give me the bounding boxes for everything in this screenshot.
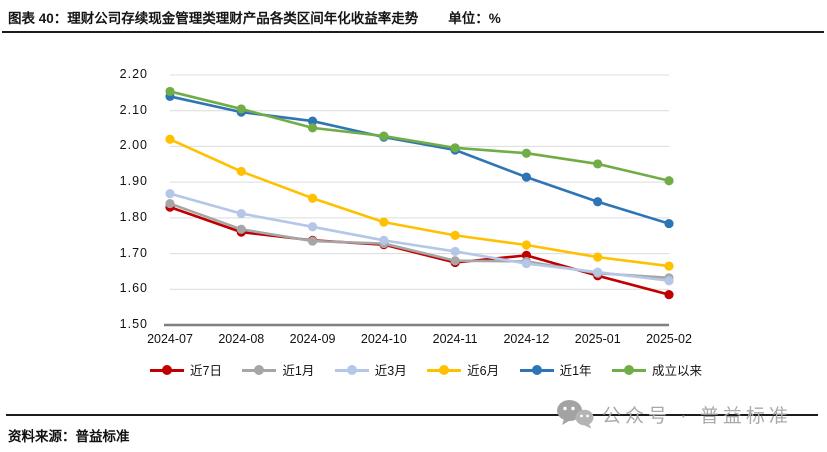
data-point-近6月-2024-11: [450, 230, 460, 240]
data-point-近3月-2024-07: [165, 188, 175, 199]
legend-label: 近1月: [282, 364, 315, 378]
x-tick-label: 2024-07: [147, 332, 193, 346]
legend-item-近3月: 近3月: [334, 360, 407, 379]
x-tick-label: 2024-11: [432, 332, 478, 346]
title-row: 图表 40：理财公司存续现金管理类理财产品各类区间年化收益率走势 单位：%: [8, 7, 501, 27]
series-line-近7日: [168, 205, 671, 296]
data-point-成立以来-2025-01: [593, 159, 603, 169]
data-point-成立以来-2024-09: [307, 123, 318, 133]
y-tick-label: 2.10: [119, 102, 148, 117]
data-point-近1年-2025-02: [664, 218, 674, 229]
data-point-近7日-2024-11: [450, 257, 460, 268]
data-point-近1月-2024-12: [521, 256, 532, 267]
watermark-text: 公众号 · 普益标准: [602, 405, 792, 427]
legend-item-近7日: 近7日: [150, 360, 222, 379]
legend-item-近1年: 近1年: [519, 360, 592, 379]
data-point-近1年-2024-12: [521, 172, 532, 182]
page-title: 图表 40：理财公司存续现金管理类理财产品各类区间年化收益率走势: [8, 11, 419, 26]
legend-label: 近7日: [190, 364, 222, 378]
data-point-近6月-2024-07: [165, 134, 175, 144]
y-tick-label: 2.00: [119, 138, 148, 153]
legend-marker-icon: [611, 364, 646, 375]
data-point-近3月-2024-10: [379, 235, 389, 245]
legend-label: 近6月: [467, 364, 500, 378]
data-point-近7日-2024-12: [521, 250, 532, 260]
data-point-近1月-2024-08: [236, 224, 246, 234]
unit-label: 单位：%: [448, 11, 501, 26]
data-point-成立以来-2024-10: [379, 131, 389, 141]
chart-legend: 近7日 近1月 近3月 近6月 近1年 成立以来: [150, 360, 702, 379]
data-point-近7日-2025-01: [593, 271, 603, 281]
y-tick-label: 1.50: [119, 317, 148, 331]
data-point-近1月-2024-09: [307, 236, 318, 246]
data-point-近1年-2024-09: [307, 116, 318, 126]
title-divider: [2, 31, 824, 33]
data-point-近3月-2024-12: [521, 258, 532, 269]
data-point-成立以来-2024-08: [236, 104, 246, 114]
data-point-近1年-2024-10: [379, 132, 389, 142]
data-point-近3月-2025-02: [664, 276, 674, 286]
data-point-近1月-2025-01: [593, 268, 603, 278]
data-point-近7日-2024-10: [379, 240, 389, 250]
data-point-近1月-2024-10: [379, 238, 389, 249]
source-label: 资料来源：普益标准: [8, 429, 130, 444]
legend-marker-icon: [242, 364, 277, 375]
data-point-成立以来-2024-12: [521, 148, 532, 158]
x-tick-label: 2024-09: [289, 332, 336, 346]
x-tick-label: 2025-02: [646, 332, 692, 346]
legend-item-近1月: 近1月: [242, 360, 314, 379]
y-tick-label: 2.20: [119, 67, 148, 81]
legend-marker-icon: [334, 364, 369, 375]
legend-label: 成立以来: [651, 364, 702, 378]
series-line-近1年: [168, 95, 671, 225]
x-tick-label: 2024-10: [360, 332, 407, 346]
series-line-近6月: [168, 137, 671, 268]
data-point-成立以来-2024-11: [450, 143, 460, 153]
y-tick-label: 1.80: [119, 209, 148, 224]
data-point-近3月-2024-08: [236, 208, 246, 219]
legend-marker-icon: [427, 364, 462, 375]
data-point-近7日-2024-09: [307, 235, 318, 245]
legend-marker-icon: [519, 364, 554, 375]
data-point-近1年-2024-07: [165, 91, 175, 102]
x-tick-label: 2025-01: [574, 332, 621, 346]
x-tick-label: 2024-12: [503, 332, 550, 346]
data-point-近6月-2025-02: [664, 261, 674, 271]
wechat-icon: [557, 400, 594, 429]
watermark: 公众号 · 普益标准: [556, 399, 792, 429]
data-point-近1年-2024-11: [450, 145, 460, 155]
data-point-近1年-2024-08: [236, 107, 246, 117]
legend-item-近6月: 近6月: [427, 360, 499, 379]
y-tick-label: 1.90: [119, 174, 148, 189]
data-point-近1年-2025-01: [593, 197, 603, 207]
y-tick-label: 1.60: [119, 281, 148, 296]
x-tick-label: 2024-08: [218, 332, 265, 346]
series-line-成立以来: [168, 90, 671, 183]
data-point-近1月-2025-02: [664, 273, 674, 283]
data-point-近7日-2024-07: [165, 202, 175, 212]
data-point-近6月-2024-08: [236, 166, 246, 177]
data-point-近3月-2024-11: [450, 246, 460, 257]
legend-label: 近1年: [559, 364, 592, 378]
data-point-近1月-2024-07: [165, 198, 175, 209]
data-point-近6月-2024-10: [379, 217, 389, 227]
data-point-成立以来-2024-07: [165, 86, 175, 97]
data-point-近6月-2025-01: [593, 252, 603, 262]
series-line-近3月: [168, 192, 671, 283]
data-point-近7日-2024-08: [236, 227, 246, 237]
data-point-近3月-2024-09: [307, 222, 318, 232]
legend-label: 近3月: [374, 364, 407, 378]
data-point-近7日-2025-02: [664, 290, 674, 300]
data-point-成立以来-2025-02: [664, 176, 674, 186]
data-point-近3月-2025-01: [593, 267, 603, 277]
data-point-近6月-2024-12: [521, 240, 532, 250]
y-tick-label: 1.70: [119, 245, 148, 260]
footer-divider: [6, 414, 818, 416]
legend-item-成立以来: 成立以来: [611, 360, 702, 379]
series-line-近1月: [168, 202, 671, 280]
data-point-近1月-2024-11: [450, 256, 460, 266]
data-point-近6月-2024-09: [307, 193, 318, 203]
legend-marker-icon: [150, 364, 184, 375]
